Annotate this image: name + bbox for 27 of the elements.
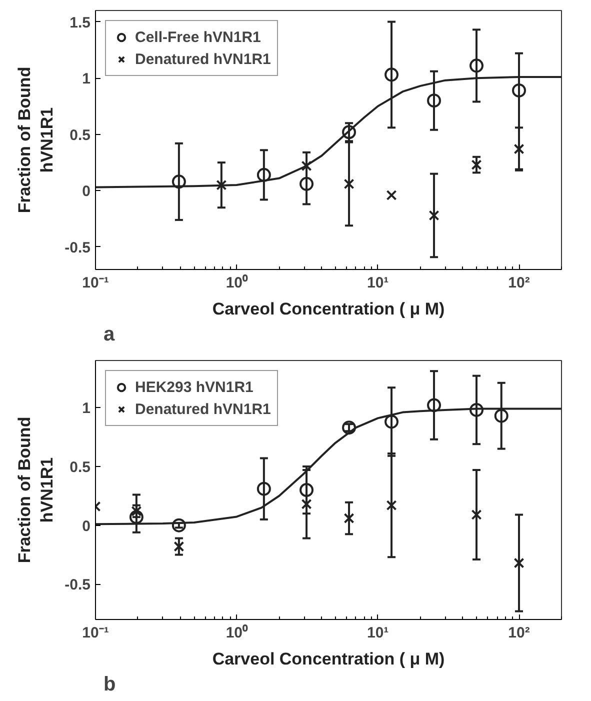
y-tick-label: -0.5	[64, 576, 91, 594]
y-tick-label: 1	[82, 70, 90, 88]
y-tick-label: 0	[82, 518, 90, 535]
x-tick-label: 10⁰	[226, 624, 249, 642]
x-tick-label: 10¹	[366, 624, 389, 642]
y-tick-label: -0.5	[64, 239, 91, 256]
x-tick-label: 10¹	[366, 274, 389, 292]
y-tick-label: 1	[82, 400, 90, 418]
x-tick-label: 10⁻¹	[82, 624, 109, 642]
y-tick-label: 0.5	[70, 126, 91, 144]
y-axis-title: Fraction of Bound hVN1R1	[14, 66, 57, 214]
x-tick-label: 10²	[508, 624, 530, 642]
y-axis-title: Fraction of Bound hVN1R1	[14, 416, 57, 564]
text: b	[104, 674, 116, 696]
x-axis-title: Carveol Concentration ( μ M)	[212, 650, 445, 668]
legend-label: HEK293 hVN1R1	[135, 378, 254, 396]
legend-label: Cell-Free hVN1R1	[135, 28, 261, 46]
x-tick-label: 10⁻¹	[82, 274, 109, 292]
y-tick-label: 0	[82, 183, 90, 200]
text: a	[104, 324, 116, 346]
y-tick-label: 1.5	[70, 14, 91, 32]
legend-label: Denatured hVN1R1	[135, 400, 271, 418]
x-tick-label: 10⁰	[226, 274, 249, 292]
y-tick-label: 0.5	[70, 458, 91, 476]
x-tick-label: 10²	[508, 274, 530, 292]
x-axis-title: Carveol Concentration ( μ M)	[212, 300, 445, 318]
legend-label: Denatured hVN1R1	[135, 50, 271, 68]
